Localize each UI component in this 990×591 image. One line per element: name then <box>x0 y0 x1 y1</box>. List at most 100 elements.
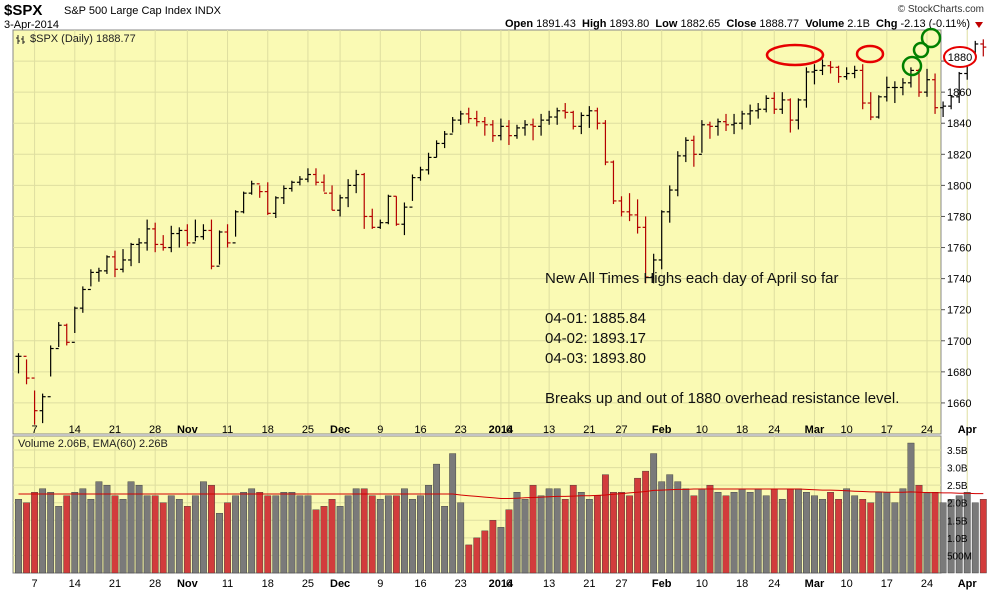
price-x-tick-label: 28 <box>149 424 161 436</box>
exchange-code: INDX <box>194 5 221 17</box>
stockcharts-credit[interactable]: © StockCharts.com <box>897 4 984 15</box>
volume-bar <box>159 502 167 574</box>
ohlc-bar <box>409 174 416 208</box>
annotation-line-5: Breaks up and out of 1880 overhead resis… <box>545 390 899 407</box>
price-x-tick-label: 10 <box>840 424 852 436</box>
volume-bar <box>891 502 899 574</box>
volume-bar <box>320 506 328 574</box>
volume-bar <box>473 537 481 574</box>
volume-x-tick-label: 18 <box>736 578 748 590</box>
price-x-tick-label: 13 <box>543 424 555 436</box>
volume-bar <box>851 495 859 574</box>
ohlc-bar <box>377 219 384 229</box>
volume-bar <box>738 488 746 574</box>
ohlc-bar <box>867 92 874 121</box>
ohlc-bar <box>441 131 448 149</box>
volume-x-tick-label: 27 <box>615 578 627 590</box>
volume-bar <box>457 502 465 574</box>
price-x-tick-label: 18 <box>736 424 748 436</box>
volume-bar <box>360 488 368 574</box>
ohlc-bar <box>594 107 601 130</box>
ohlc-bar <box>393 195 400 226</box>
current-price-tag: 1880 <box>943 46 977 68</box>
volume-bar <box>417 495 424 574</box>
price-x-tick-label: 23 <box>455 424 467 436</box>
ohlc-bar <box>385 194 392 225</box>
ohlc-bar <box>530 118 537 141</box>
ohlc-bar <box>763 95 770 113</box>
price-x-tick-label: 16 <box>414 424 426 436</box>
volume-bar <box>819 499 826 574</box>
volume-bar <box>642 470 650 574</box>
ohlc-bar <box>610 160 617 205</box>
volume-bar <box>569 484 577 574</box>
change-value: -2.13 (-0.11%) <box>900 18 971 30</box>
price-y-tick-label: 1720 <box>947 305 971 317</box>
ohlc-bar <box>95 267 102 282</box>
volume-x-tick-label: 6 <box>506 578 512 590</box>
price-x-tick-label: 10 <box>696 424 708 436</box>
volume-y-tick-label: 1.0B <box>947 534 968 545</box>
volume-bar <box>272 495 280 574</box>
volume-bar <box>690 495 698 574</box>
volume-bar <box>119 499 127 574</box>
volume-bar <box>923 492 931 574</box>
volume-bar <box>497 527 505 574</box>
volume-bar <box>610 492 617 574</box>
volume-bar <box>15 499 22 574</box>
volume-bar <box>216 513 223 574</box>
ohlc-bar <box>481 117 488 136</box>
ohlc-bar <box>795 98 802 130</box>
ohlc-bar <box>924 68 931 97</box>
volume-x-tick-label: 10 <box>840 578 852 590</box>
volume-bar <box>135 484 143 574</box>
price-x-tick-label: 9 <box>377 424 383 436</box>
high-value: 1893.80 <box>609 18 650 30</box>
ohlc-bar <box>128 242 135 267</box>
volume-y-tick-label: 2.0B <box>947 499 968 510</box>
ohlc-bar <box>723 113 730 131</box>
ohlc-bar <box>682 137 689 163</box>
low-label: Low <box>655 18 678 30</box>
ohlc-bar <box>31 377 38 425</box>
price-x-tick-label: 11 <box>222 424 233 436</box>
volume-value: 2.1B <box>847 18 870 30</box>
volume-bar <box>481 530 489 574</box>
change-down-arrow-icon <box>975 22 983 28</box>
price-y-tick-label: 1860 <box>947 87 971 99</box>
price-y-tick-label: 1680 <box>947 367 971 379</box>
price-x-tick-label: 14 <box>69 424 81 436</box>
volume-bar <box>658 481 666 574</box>
volume-bar <box>867 502 875 574</box>
open-value: 1891.43 <box>536 18 576 30</box>
volume-x-tick-label: 24 <box>921 578 933 590</box>
resistance-markers <box>765 27 942 77</box>
volume-bar <box>55 506 63 574</box>
green-circle-apr-02 <box>912 41 930 59</box>
price-x-tick-label: Feb <box>652 424 672 436</box>
price-y-tick-label: 1740 <box>947 274 971 286</box>
ohlc-bar <box>940 101 947 118</box>
ohlc-bar <box>948 95 955 110</box>
price-x-tick-label: Nov <box>177 424 199 436</box>
ohlc-bar <box>192 219 199 244</box>
volume-bar <box>433 463 440 574</box>
ohlc-bar <box>55 322 62 350</box>
volume-bar <box>931 492 939 574</box>
price-y-tick-label: 1800 <box>947 180 971 192</box>
volume-bar <box>23 502 30 574</box>
volume-x-tick-label: 24 <box>768 578 780 590</box>
volume-bar <box>875 492 883 574</box>
price-x-tick-label: 6 <box>506 424 512 436</box>
volume-bar <box>730 492 738 574</box>
price-legend: $SPX (Daily) 1888.77 <box>30 33 136 45</box>
price-x-tick-label: 2014 <box>489 424 514 436</box>
volume-x-tick-label: Dec <box>330 578 350 590</box>
index-full-name: S&P 500 Large Cap Index <box>64 5 192 17</box>
volume-bar <box>553 488 561 574</box>
ohlc-bar <box>787 98 794 133</box>
ohlc-bar <box>618 196 625 217</box>
close-label: Close <box>726 18 757 30</box>
volume-bar <box>336 506 344 574</box>
low-value: 1882.65 <box>680 18 721 30</box>
